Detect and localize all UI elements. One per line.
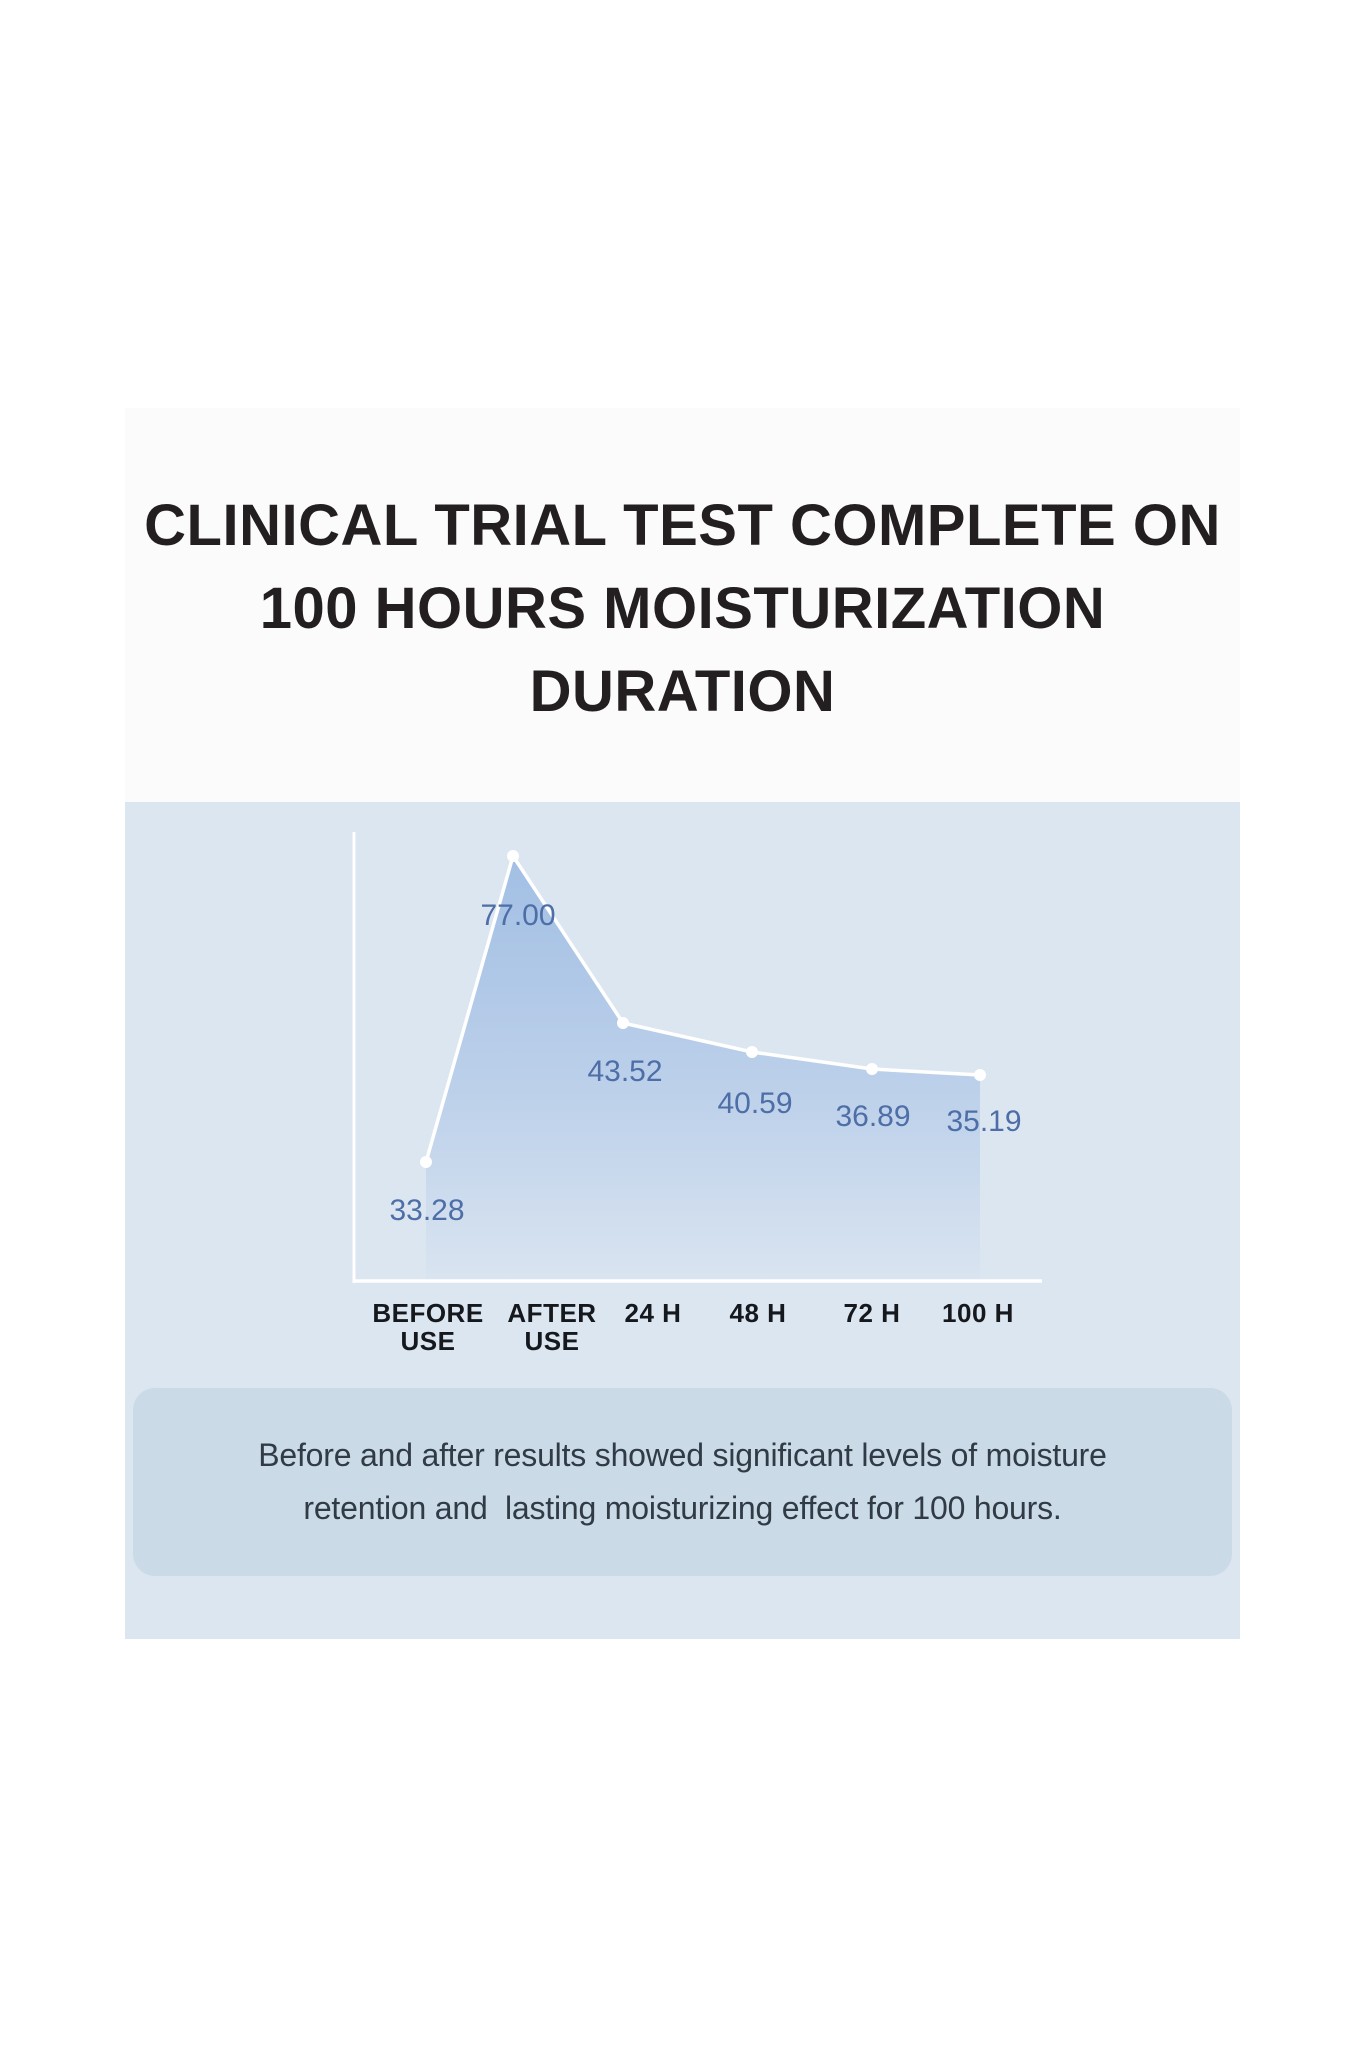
value-label: 77.00	[480, 899, 555, 932]
x-axis-label: AFTER	[507, 1298, 596, 1328]
title-line-1: CLINICAL TRIAL TEST COMPLETE ON	[144, 493, 1221, 558]
x-axis-label: 72 H	[844, 1298, 901, 1328]
data-point-48-h	[746, 1046, 758, 1058]
value-label: 35.19	[946, 1105, 1021, 1138]
x-axis-label: USE	[401, 1326, 456, 1356]
page-title: CLINICAL TRIAL TEST COMPLETE ON 100 HOUR…	[125, 408, 1240, 733]
data-point-72-h	[866, 1063, 878, 1075]
value-label: 43.52	[587, 1055, 662, 1088]
x-axis-label: USE	[525, 1326, 580, 1356]
x-axis-label: 48 H	[730, 1298, 787, 1328]
caption-line-2: retention and lasting moisturizing effec…	[303, 1490, 1062, 1526]
title-panel: CLINICAL TRIAL TEST COMPLETE ON 100 HOUR…	[125, 408, 1240, 802]
x-axis-label: 24 H	[625, 1298, 682, 1328]
title-line-2: 100 HOURS MOISTURIZATION	[259, 576, 1106, 641]
x-axis-label: BEFORE	[372, 1298, 483, 1328]
trend-line	[424, 854, 982, 1164]
data-point-before-use	[420, 1156, 432, 1168]
chart-section: 33.28 77.00 43.52 40.59 36.89 35.19 BEFORE USE A…	[125, 802, 1240, 1639]
x-axis-label: 100 H	[942, 1298, 1014, 1328]
caption-line-1: Before and after results showed signific…	[258, 1437, 1107, 1473]
data-point-after-use	[507, 850, 519, 862]
data-point-24-h	[617, 1017, 629, 1029]
area-fill	[426, 856, 980, 1279]
value-label: 40.59	[717, 1087, 792, 1120]
value-label: 33.28	[389, 1194, 464, 1227]
value-label: 36.89	[835, 1100, 910, 1133]
data-point-100-h	[974, 1069, 986, 1081]
caption-box: Before and after results showed signific…	[133, 1388, 1232, 1576]
title-line-3: DURATION	[529, 659, 836, 724]
